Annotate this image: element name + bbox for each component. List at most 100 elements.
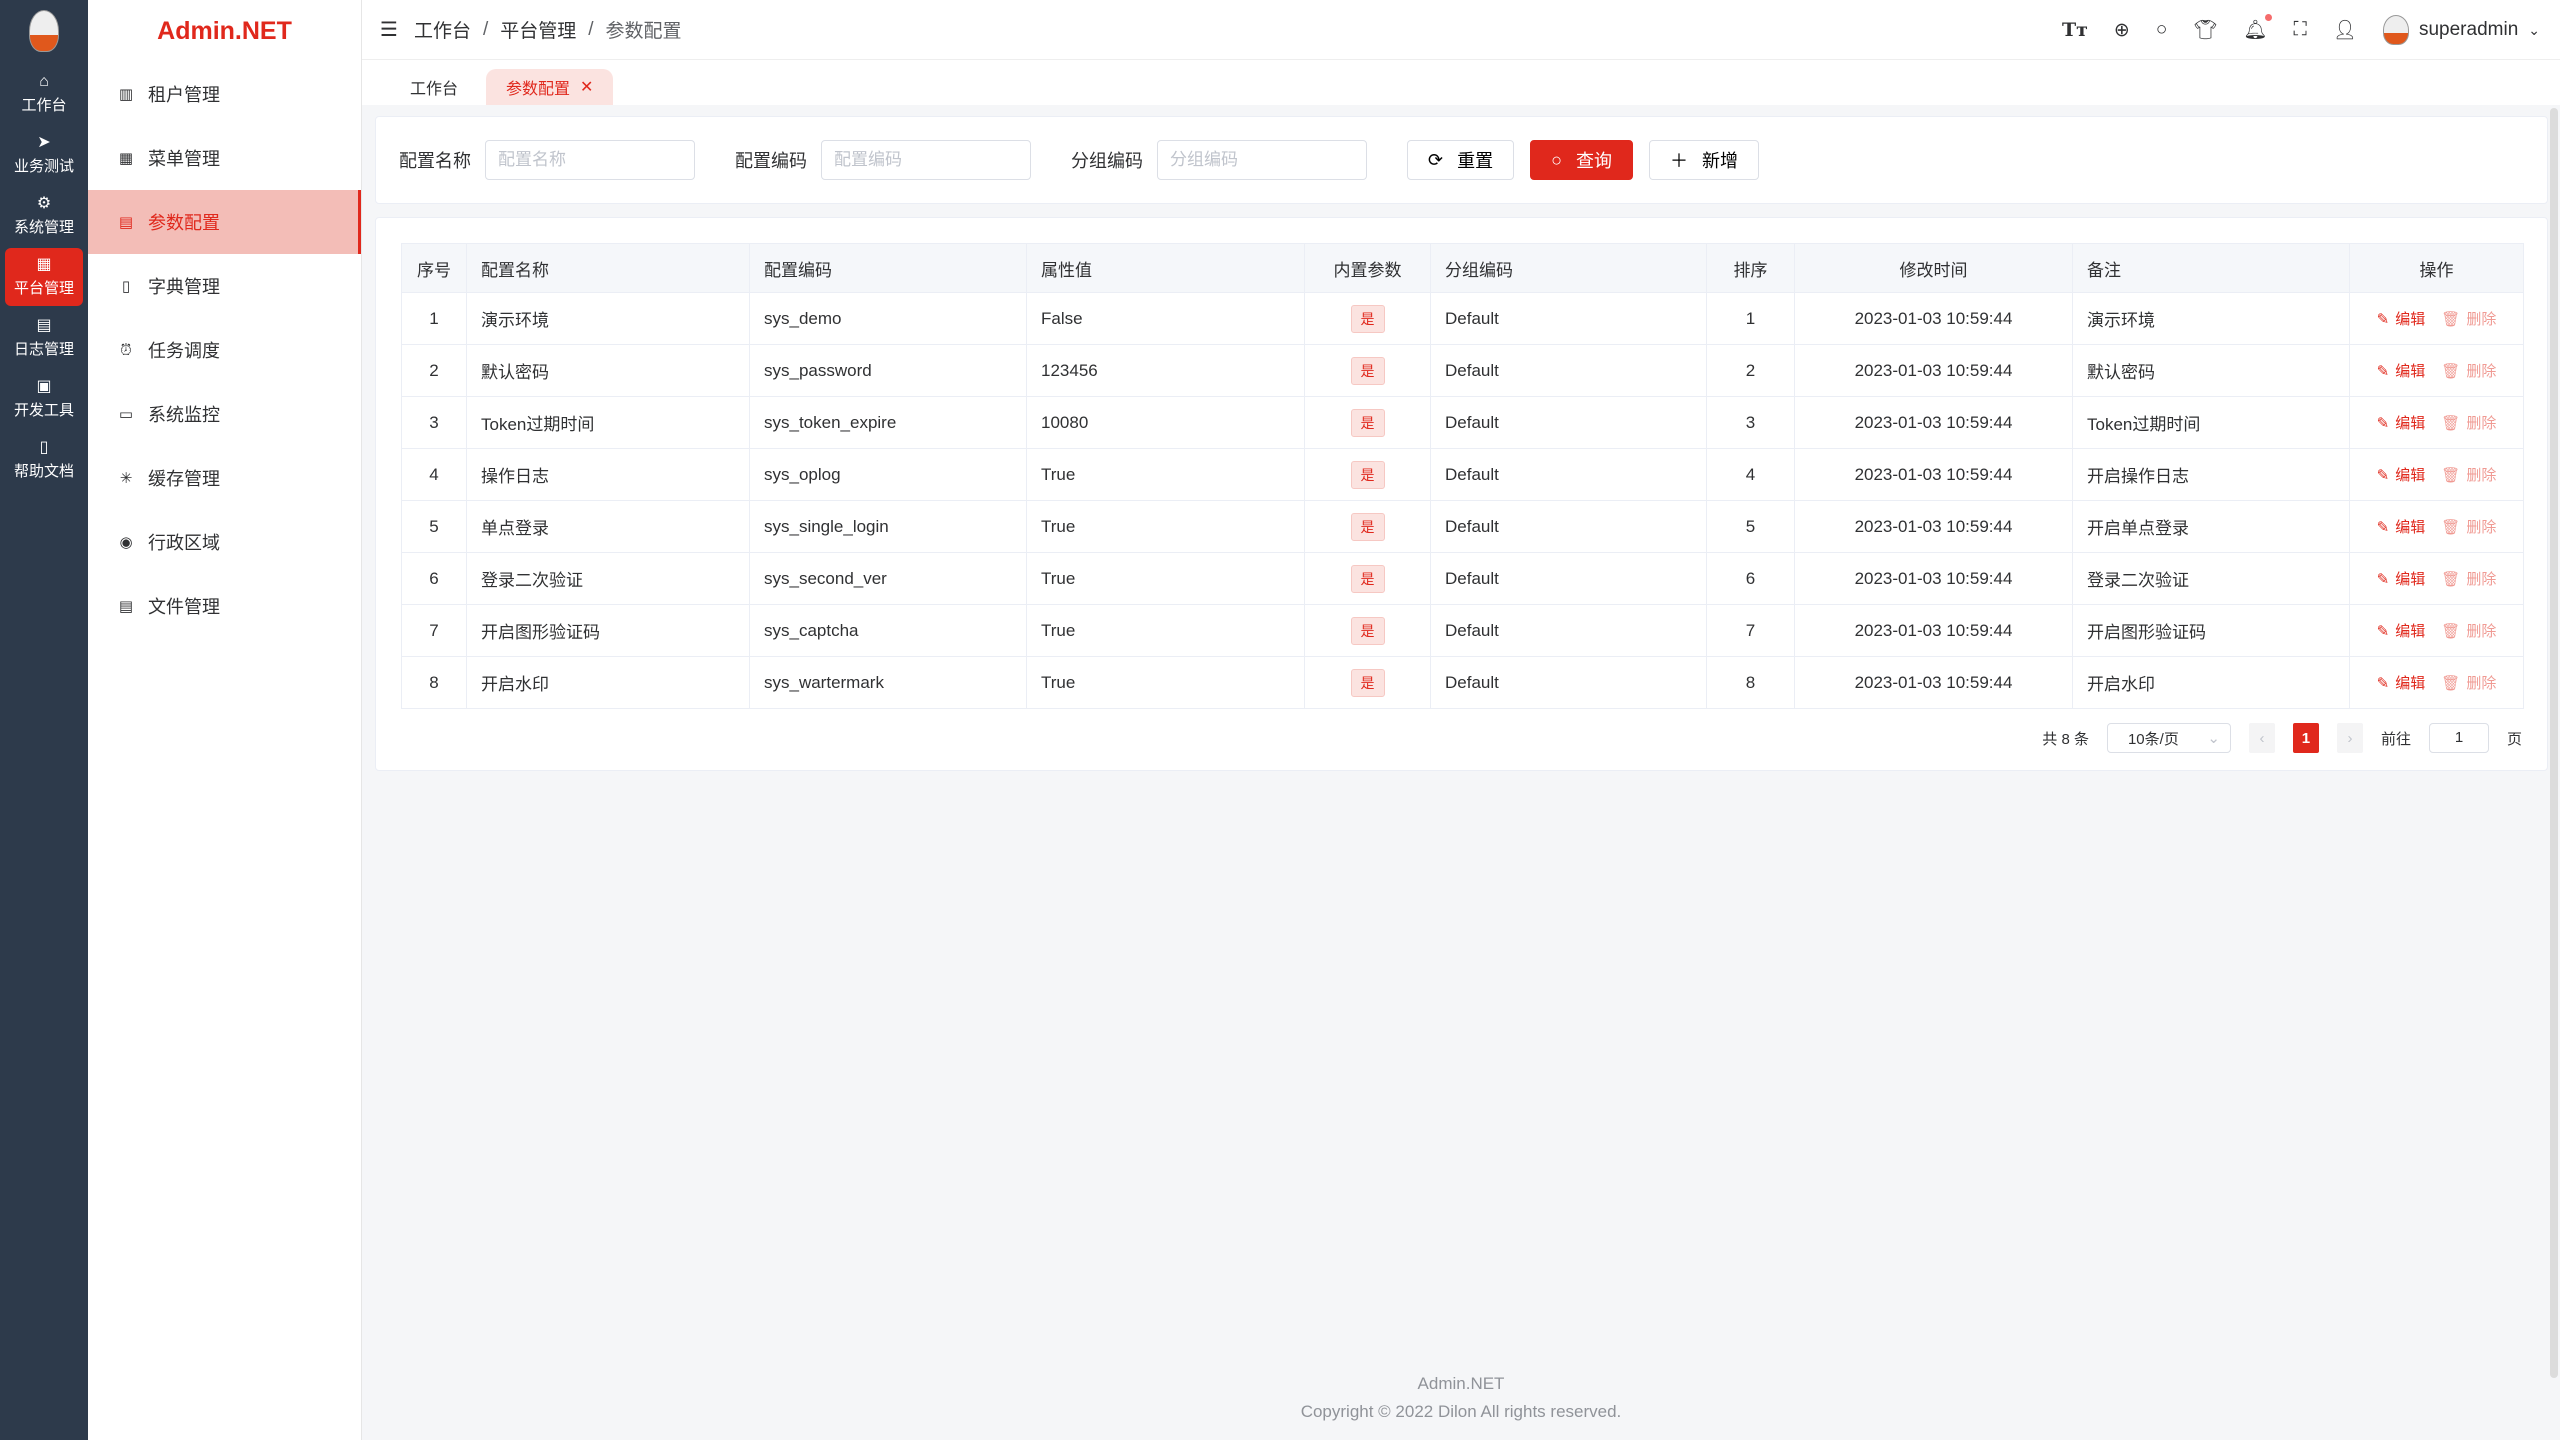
tab-config[interactable]: 参数配置 ✕: [486, 69, 614, 105]
table-cell: 5: [1706, 500, 1795, 553]
font-size-icon[interactable]: Tт: [2061, 19, 2088, 41]
fullscreen-icon[interactable]: ⛶: [2293, 19, 2307, 40]
reset-button[interactable]: ⟳ 重置: [1407, 140, 1515, 180]
alarm-icon: ⏰︎: [120, 341, 132, 359]
config-name-input[interactable]: [485, 140, 695, 180]
table-cell: 5: [401, 500, 467, 553]
table-cell: Default: [1430, 344, 1707, 397]
rail-item-label: 业务测试: [13, 157, 74, 175]
sidebar-item[interactable]: ✳ 缓存管理: [88, 446, 361, 510]
table-cell: 10080: [1026, 396, 1305, 449]
bell-icon[interactable]: 🔔︎: [2243, 14, 2272, 41]
field-label: 配置编码: [735, 151, 807, 171]
sidebar-item-label: 任务调度: [148, 341, 220, 361]
search-icon[interactable]: ○: [2155, 19, 2168, 40]
delete-button[interactable]: 🗑︎ 删除: [2441, 568, 2496, 589]
pagination: 共 8 条 10条/页 ⌄ ‹ 1 › 前往 1 页: [2042, 723, 2522, 753]
sidebar-item[interactable]: ◉ 行政区域: [88, 510, 361, 574]
delete-button[interactable]: 🗑︎ 删除: [2441, 412, 2496, 433]
edit-button[interactable]: ✎ 编辑: [2377, 412, 2426, 433]
table-cell: Default: [1430, 500, 1707, 553]
table-cell: True: [1026, 552, 1305, 605]
table-card: 序号 配置名称 配置编码 属性值 内置参数 分组编码 排序 修改时间 备注 操作 1 演示环境 sys…: [375, 217, 2548, 771]
column-header: 配置编码: [749, 243, 1027, 293]
breadcrumb-item[interactable]: 工作台: [413, 21, 471, 42]
sidebar-item[interactable]: ▭ 系统监控: [88, 382, 361, 446]
delete-label: 删除: [2466, 675, 2497, 692]
rail-item[interactable]: ➤ 业务测试: [5, 126, 83, 184]
delete-button[interactable]: 🗑︎ 删除: [2441, 308, 2496, 329]
scrollbar[interactable]: [2550, 108, 2558, 1378]
config-code-input[interactable]: [821, 140, 1031, 180]
user-icon[interactable]: 👤︎: [2332, 20, 2357, 41]
send-icon: ➤: [37, 133, 51, 151]
sidebar-item-label: 缓存管理: [148, 469, 220, 489]
edit-button[interactable]: ✎ 编辑: [2377, 568, 2426, 589]
delete-label: 删除: [2466, 519, 2497, 536]
theme-shirt-icon[interactable]: 👕︎: [2193, 20, 2218, 41]
close-icon[interactable]: ✕: [580, 79, 594, 96]
goto-page-input[interactable]: 1: [2428, 723, 2489, 753]
edit-label: 编辑: [2395, 415, 2426, 432]
user-menu[interactable]: superadmin ⌄: [2382, 15, 2540, 45]
table-cell: 开启单点登录: [2072, 500, 2350, 553]
sidebar-item-label: 系统监控: [148, 405, 220, 425]
delete-button[interactable]: 🗑︎ 删除: [2441, 516, 2496, 537]
edit-button[interactable]: ✎ 编辑: [2377, 620, 2426, 641]
tab-dashboard[interactable]: 工作台: [390, 69, 478, 105]
book-icon: ▯: [121, 278, 131, 295]
group-code-input[interactable]: [1157, 140, 1367, 180]
delete-label: 删除: [2466, 363, 2497, 380]
delete-button[interactable]: 🗑︎ 删除: [2441, 360, 2496, 381]
table-row: 8 开启水印 sys_wartermark True 是 Default 8 2023-01-…: [401, 656, 2524, 709]
next-page-button[interactable]: ›: [2336, 723, 2363, 753]
menu-collapse-icon[interactable]: ☰: [380, 19, 398, 41]
icon-rail: ⌂ 工作台 ➤ 业务测试 ⚙ 系统管理 ▦ 平台管理 ▤ 日志管理 ▣ 开发工具 ▯ 帮助文档: [0, 0, 88, 1440]
add-button[interactable]: ＋ 新增: [1648, 140, 1759, 180]
edit-button[interactable]: ✎ 编辑: [2377, 308, 2426, 329]
edit-button[interactable]: ✎ 编辑: [2377, 516, 2426, 537]
goto-label: 前往: [2380, 730, 2411, 748]
edit-icon: ✎: [2376, 518, 2390, 536]
page-size-select[interactable]: 10条/页 ⌄: [2106, 723, 2231, 753]
edit-button[interactable]: ✎ 编辑: [2377, 672, 2426, 693]
header: ☰ 工作台 / 平台管理 / 参数配置 Tт ⊕ ○ 👕︎ 🔔︎ ⛶ 👤︎ supe…: [362, 0, 2560, 60]
table-cell: Default: [1430, 292, 1707, 345]
builtin-tag: 是: [1350, 408, 1385, 437]
edit-button[interactable]: ✎ 编辑: [2377, 464, 2426, 485]
sidebar-item[interactable]: ▤ 参数配置: [88, 190, 361, 254]
prev-page-button[interactable]: ‹: [2248, 723, 2275, 753]
plus-icon: ＋: [1669, 151, 1688, 171]
table-cell: 默认密码: [466, 344, 750, 397]
sidebar-item[interactable]: ▤ 文件管理: [88, 574, 361, 638]
sidebar-item-label: 租户管理: [148, 85, 220, 105]
sidebar-item[interactable]: ▯ 字典管理: [88, 254, 361, 318]
search-icon: ○: [1551, 149, 1562, 170]
delete-button[interactable]: 🗑︎ 删除: [2441, 620, 2496, 641]
sidebar-item[interactable]: ▦ 菜单管理: [88, 126, 361, 190]
delete-button[interactable]: 🗑︎ 删除: [2441, 464, 2496, 485]
edit-label: 编辑: [2395, 623, 2426, 640]
trash-icon: 🗑︎: [2441, 310, 2461, 328]
rail-item[interactable]: ⌂ 工作台: [5, 65, 83, 123]
rail-item[interactable]: ▦ 平台管理: [5, 248, 83, 306]
tabs-bar: 工作台 参数配置 ✕: [362, 60, 2560, 105]
edit-icon: ✎: [2376, 414, 2390, 432]
rail-item[interactable]: ▣ 开发工具: [5, 370, 83, 428]
language-icon[interactable]: ⊕: [2113, 19, 2130, 41]
table-cell: sys_captcha: [749, 604, 1027, 657]
button-label: 查询: [1575, 151, 1612, 171]
rail-item[interactable]: ▤ 日志管理: [5, 309, 83, 367]
table-cell: False: [1026, 292, 1305, 345]
book-icon: ▯: [39, 438, 49, 456]
rail-item[interactable]: ▯ 帮助文档: [5, 431, 83, 489]
delete-button[interactable]: 🗑︎ 删除: [2441, 672, 2496, 693]
builtin-tag: 是: [1350, 356, 1385, 385]
edit-button[interactable]: ✎ 编辑: [2377, 360, 2426, 381]
sidebar-item[interactable]: ▥ 租户管理: [88, 62, 361, 126]
sidebar-item[interactable]: ⏰︎ 任务调度: [88, 318, 361, 382]
page-1-button[interactable]: 1: [2292, 723, 2319, 753]
rail-item[interactable]: ⚙ 系统管理: [5, 187, 83, 245]
query-button[interactable]: ○ 查询: [1530, 140, 1633, 180]
breadcrumb-item[interactable]: 平台管理: [500, 21, 577, 42]
